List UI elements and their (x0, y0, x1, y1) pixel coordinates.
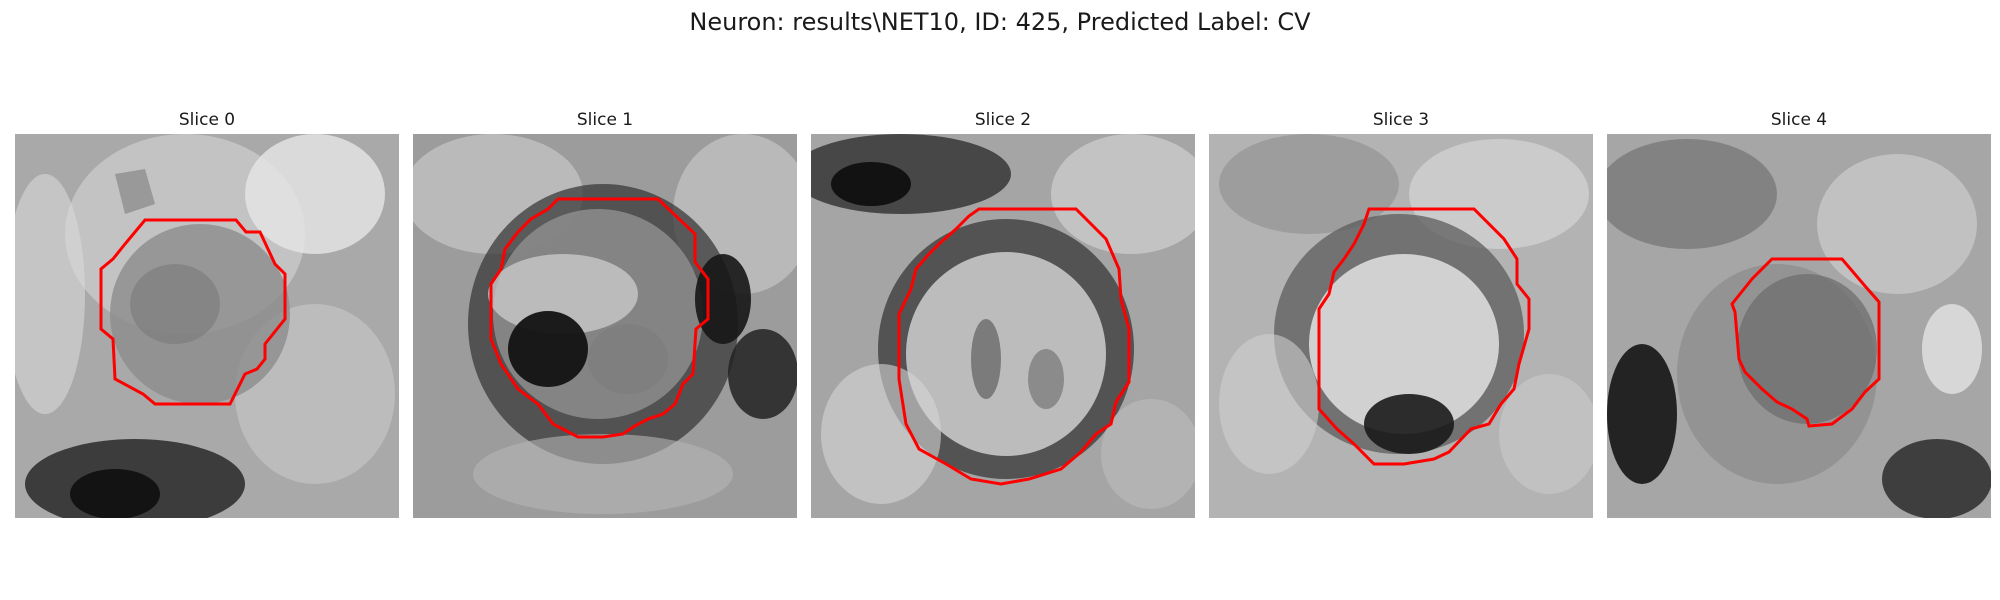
slice-title-3: Slice 3 (1372, 110, 1430, 130)
slice-image-3 (1209, 134, 1593, 518)
slice-image-2 (811, 134, 1195, 518)
slice-image-1 (413, 134, 797, 518)
contour-2 (897, 207, 1131, 486)
contour-0 (99, 218, 287, 406)
slice-title-1: Slice 1 (576, 110, 634, 130)
slice-image-0 (15, 134, 399, 518)
slice-image-4 (1607, 134, 1991, 518)
contour-1 (489, 197, 710, 439)
slice-title-4: Slice 4 (1770, 110, 1828, 130)
contour-4 (1730, 257, 1881, 428)
slice-title-2: Slice 2 (974, 110, 1032, 130)
contour-3 (1317, 207, 1531, 466)
slice-title-0: Slice 0 (178, 110, 236, 130)
figure-title: Neuron: results\NET10, ID: 425, Predicte… (689, 8, 1311, 36)
